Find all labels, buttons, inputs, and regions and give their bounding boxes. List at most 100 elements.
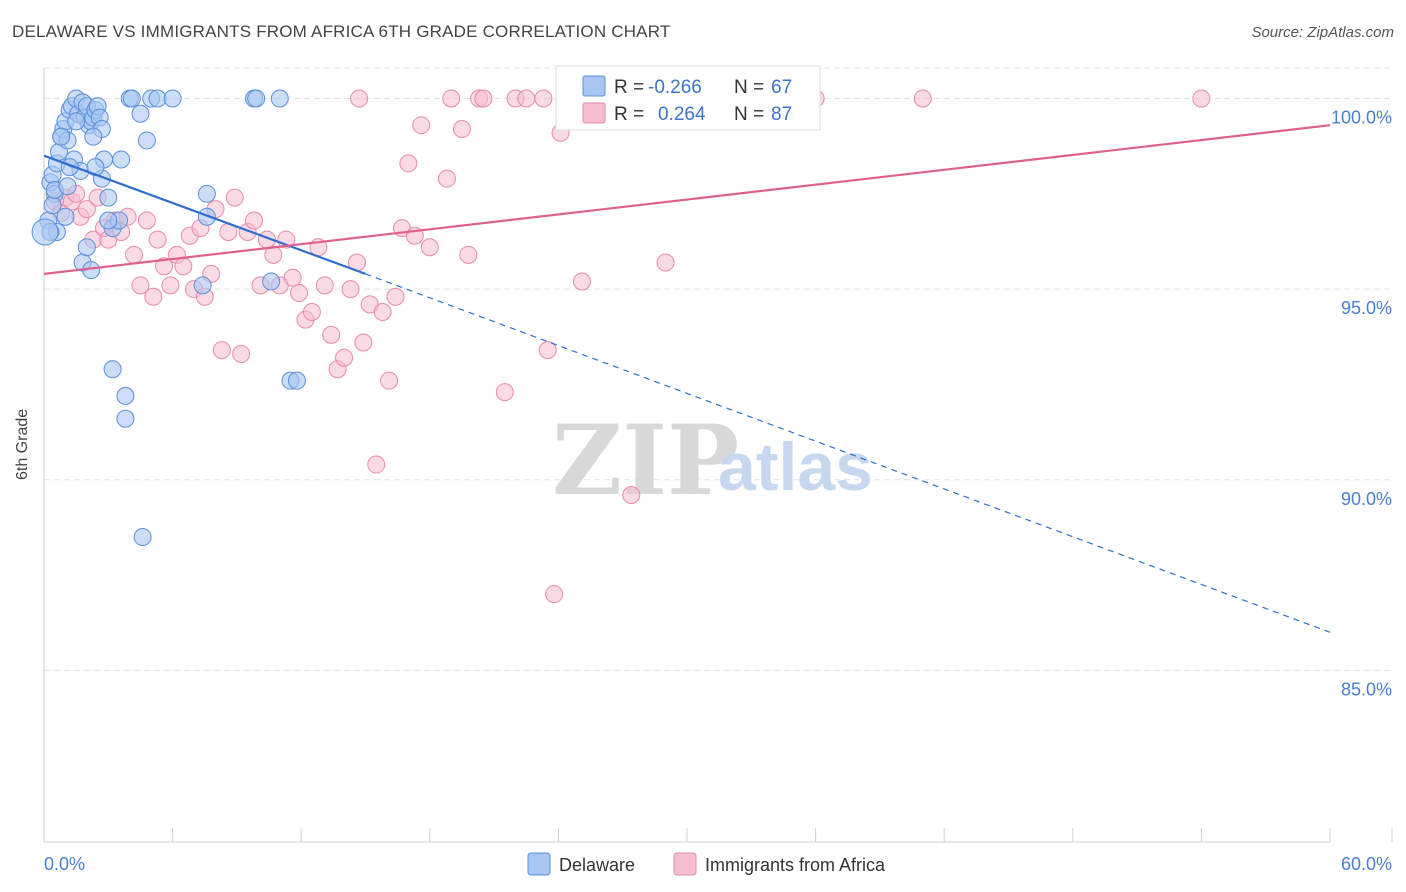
watermark: ZIP atlas (552, 404, 873, 517)
grid-lines (44, 67, 1392, 671)
y-tick-label-0: 100.0% (1331, 108, 1392, 128)
africa-point-60 (412, 116, 431, 135)
africa-point-16 (137, 211, 156, 230)
x-tick-label-min: 0.0% (44, 854, 85, 874)
africa-point-18 (148, 230, 167, 249)
delaware-point-33 (56, 207, 75, 226)
watermark-zip: ZIP (552, 404, 739, 517)
africa-point-67 (534, 89, 553, 108)
africa-point-19 (155, 257, 174, 276)
delaware-point-55 (116, 409, 135, 428)
series-delaware-points (31, 89, 306, 546)
africa-point-46 (322, 325, 341, 344)
chart-title: DELAWARE VS IMMIGRANTS FROM AFRICA 6TH G… (12, 22, 671, 41)
africa-point-48 (335, 348, 354, 367)
delaware-point-54 (116, 386, 135, 405)
legend-n-label-delaware: N = (734, 77, 764, 98)
africa-point-86 (913, 89, 932, 108)
delaware-point-66 (163, 89, 182, 108)
africa-point-41 (290, 283, 309, 302)
africa-point-55 (380, 371, 399, 390)
delaware-point-50 (262, 272, 281, 291)
africa-point-40 (283, 268, 302, 287)
africa-point-56 (386, 287, 405, 306)
delaware-point-29 (112, 150, 131, 169)
delaware-point-43 (148, 89, 167, 108)
africa-point-6 (77, 200, 96, 219)
africa-point-43 (302, 303, 321, 322)
legend-swatch-delaware (582, 75, 606, 97)
africa-point-68 (538, 341, 557, 360)
legend-n-value-delaware: 67 (771, 77, 792, 98)
legend-r-value-africa: 0.264 (658, 104, 706, 125)
africa-point-65 (495, 383, 514, 402)
africa-point-63 (452, 120, 471, 139)
delaware-point-46 (193, 276, 212, 295)
legend-n-value-africa: 87 (771, 104, 792, 125)
africa-point-15 (131, 276, 150, 295)
bottom-legend-swatch-africa (673, 852, 697, 876)
africa-point-22 (174, 257, 193, 276)
delaware-point-35 (77, 238, 96, 257)
series-africa-points (45, 89, 1211, 604)
delaware-point-56 (133, 527, 152, 546)
delaware-point-60 (67, 112, 86, 131)
delaware-point-65 (99, 211, 118, 230)
correlation-legend: R = -0.266 N = 67 R = 0.264 N = 87 (555, 65, 821, 131)
delaware-point-59 (52, 127, 71, 146)
africa-point-45 (315, 276, 334, 295)
legend-r-label-delaware: R = (614, 77, 644, 98)
delaware-point-52 (287, 371, 306, 390)
bottom-legend-swatch-delaware (527, 852, 551, 876)
legend-n-label-africa: N = (734, 104, 764, 125)
delaware-point-40 (131, 104, 150, 123)
africa-point-53 (367, 455, 386, 474)
delaware-point-26 (99, 188, 118, 207)
africa-point-64 (459, 245, 478, 264)
x-tick-labels: 0.0% 60.0% (44, 854, 1392, 874)
delaware-point-49 (270, 89, 289, 108)
africa-point-81 (517, 89, 536, 108)
bottom-legend-label-africa: Immigrants from Africa (705, 855, 886, 875)
watermark-atlas: atlas (718, 429, 873, 505)
y-tick-label-3: 85.0% (1341, 679, 1392, 699)
delaware-point-large (31, 218, 59, 246)
series-legend: Delaware Immigrants from Africa (527, 852, 886, 876)
delaware-point-53 (103, 360, 122, 379)
delaware-point-48 (247, 89, 266, 108)
trend-line-delaware (43, 154, 366, 275)
africa-point-49 (341, 280, 360, 299)
africa-point-77 (350, 89, 369, 108)
delaware-point-58 (84, 127, 103, 146)
y-tick-label-2: 90.0% (1341, 489, 1392, 509)
africa-point-61 (420, 238, 439, 257)
legend-swatch-africa (582, 102, 606, 124)
source-label: Source: ZipAtlas.com (1251, 24, 1394, 41)
africa-point-20 (161, 276, 180, 295)
y-tick-label-1: 95.0% (1341, 298, 1392, 318)
africa-point-62 (437, 169, 456, 188)
africa-point-69 (545, 585, 564, 604)
axes (43, 68, 1393, 843)
legend-r-label-africa: R = (614, 104, 644, 125)
africa-point-34 (245, 211, 264, 230)
delaware-point-44 (197, 184, 216, 203)
legend-r-value-delaware: -0.266 (648, 77, 702, 98)
africa-point-71 (572, 272, 591, 291)
africa-point-73 (622, 486, 641, 505)
africa-point-78 (442, 89, 461, 108)
africa-point-54 (373, 303, 392, 322)
delaware-point-41 (137, 131, 156, 150)
y-tick-labels: 100.0% 95.0% 90.0% 85.0% (1331, 108, 1392, 700)
delaware-point-39 (122, 89, 141, 108)
delaware-point-63 (58, 177, 77, 196)
x-tick-label-max: 60.0% (1341, 854, 1392, 874)
africa-point-80 (474, 89, 493, 108)
africa-point-76 (1192, 89, 1211, 108)
trend-line-africa (43, 124, 1331, 275)
africa-point-17 (144, 287, 163, 306)
africa-point-74 (656, 253, 675, 272)
africa-point-58 (399, 154, 418, 173)
trend-lines (43, 124, 1331, 633)
